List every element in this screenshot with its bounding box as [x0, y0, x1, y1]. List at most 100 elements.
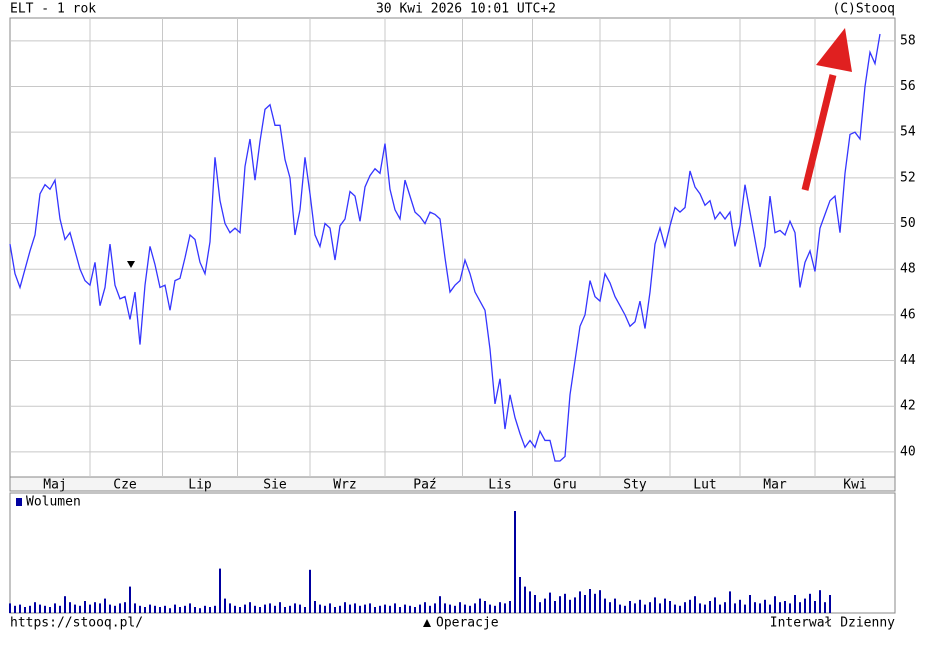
volume-bar [179, 607, 181, 613]
volume-bar [339, 605, 341, 613]
month-band [9, 476, 896, 492]
volume-bar [514, 511, 516, 613]
volume-bar [729, 591, 731, 613]
volume-bar [414, 607, 416, 613]
volume-legend: Wolumen [26, 495, 81, 510]
volume-bar [114, 605, 116, 613]
volume-bar [754, 602, 756, 613]
volume-bar [39, 604, 41, 613]
x-tick-label: Sty [623, 478, 647, 493]
y-tick-label: 40 [900, 444, 916, 459]
volume-bar [104, 598, 106, 613]
volume-bar [709, 601, 711, 613]
volume-bar [29, 605, 31, 613]
volume-bar [334, 607, 336, 613]
volume-bar [714, 597, 716, 613]
volume-bar [759, 603, 761, 613]
volume-bar [254, 605, 256, 613]
volume-bar [569, 599, 571, 613]
volume-bar [209, 607, 211, 613]
footer-interval: Interwał Dzienny [770, 616, 895, 631]
volume-bar [689, 599, 691, 613]
x-tick-label: Lut [693, 478, 716, 493]
volume-bar [594, 593, 596, 613]
volume-bar [84, 601, 86, 613]
volume-bar [649, 602, 651, 613]
volume-bar [144, 607, 146, 613]
volume-bar [394, 603, 396, 613]
volume-bar [769, 604, 771, 613]
volume-bar [149, 604, 151, 613]
volume-bar [654, 597, 656, 613]
volume-bar [539, 602, 541, 613]
volume-bar [309, 569, 311, 613]
volume-bar [439, 596, 441, 613]
volume-bar [674, 604, 676, 613]
volume-bar [764, 599, 766, 613]
volume-bar [809, 593, 811, 613]
volume-bar [489, 604, 491, 613]
volume-bar [629, 601, 631, 613]
volume-bar [99, 603, 101, 613]
volume-bar [684, 602, 686, 613]
volume-bar [109, 604, 111, 613]
volume-bar [159, 607, 161, 613]
volume-bar [404, 604, 406, 613]
volume-frame [9, 492, 896, 614]
volume-bar [644, 604, 646, 613]
volume-bar [244, 604, 246, 613]
y-tick-label: 42 [900, 399, 916, 414]
x-tick-label: Lip [188, 478, 212, 493]
volume-bar [224, 598, 226, 613]
volume-bar [499, 602, 501, 613]
y-tick-label: 48 [900, 262, 916, 277]
volume-bar [694, 596, 696, 613]
x-tick-label: Wrz [333, 478, 356, 493]
volume-bar [534, 595, 536, 613]
volume-bar [749, 595, 751, 613]
volume-bar [9, 603, 11, 613]
volume-bar [279, 602, 281, 613]
volume-bar [559, 596, 561, 613]
y-tick-label: 52 [900, 170, 916, 185]
y-tick-label: 44 [900, 353, 916, 368]
volume-bar [479, 598, 481, 613]
volume-bar [699, 603, 701, 613]
x-tick-label: Cze [113, 478, 137, 493]
volume-bar [324, 605, 326, 613]
volume-bar [354, 603, 356, 613]
volume-bar [259, 607, 261, 613]
volume-bar [774, 596, 776, 613]
volume-bar [599, 590, 601, 613]
volume-legend-key [16, 498, 22, 506]
y-tick-label: 56 [900, 79, 916, 94]
volume-bar [639, 599, 641, 613]
y-tick-label: 54 [900, 125, 916, 140]
volume-bar [369, 603, 371, 613]
volume-bar [664, 598, 666, 613]
footer-operations: Operacje [436, 616, 499, 631]
plot-layer: 40 42 44 46 48 50 52 54 56 58 Maj Cze Lip Sie Wrz Paź Li… [9, 18, 916, 613]
volume-bar [444, 603, 446, 613]
volume-bar [319, 604, 321, 613]
y-tick-label: 58 [900, 33, 916, 48]
volume-bar [604, 598, 606, 613]
volume-bar [379, 605, 381, 613]
volume-bar [524, 586, 526, 613]
volume-bar [419, 604, 421, 613]
volume-bar [94, 602, 96, 613]
volume-bar [34, 602, 36, 613]
volume-bar [24, 607, 26, 613]
volume-bar [49, 607, 51, 613]
volume-bar [609, 602, 611, 613]
volume-bar [214, 605, 216, 613]
volume-bar [89, 604, 91, 613]
volume-bar [579, 591, 581, 613]
x-tick-label: Paź [413, 478, 436, 493]
volume-bar [294, 603, 296, 613]
volume-bar [529, 591, 531, 613]
volume-bar [789, 603, 791, 613]
volume-bar [314, 601, 316, 613]
volume-bar [624, 605, 626, 613]
volume-bar [634, 603, 636, 613]
